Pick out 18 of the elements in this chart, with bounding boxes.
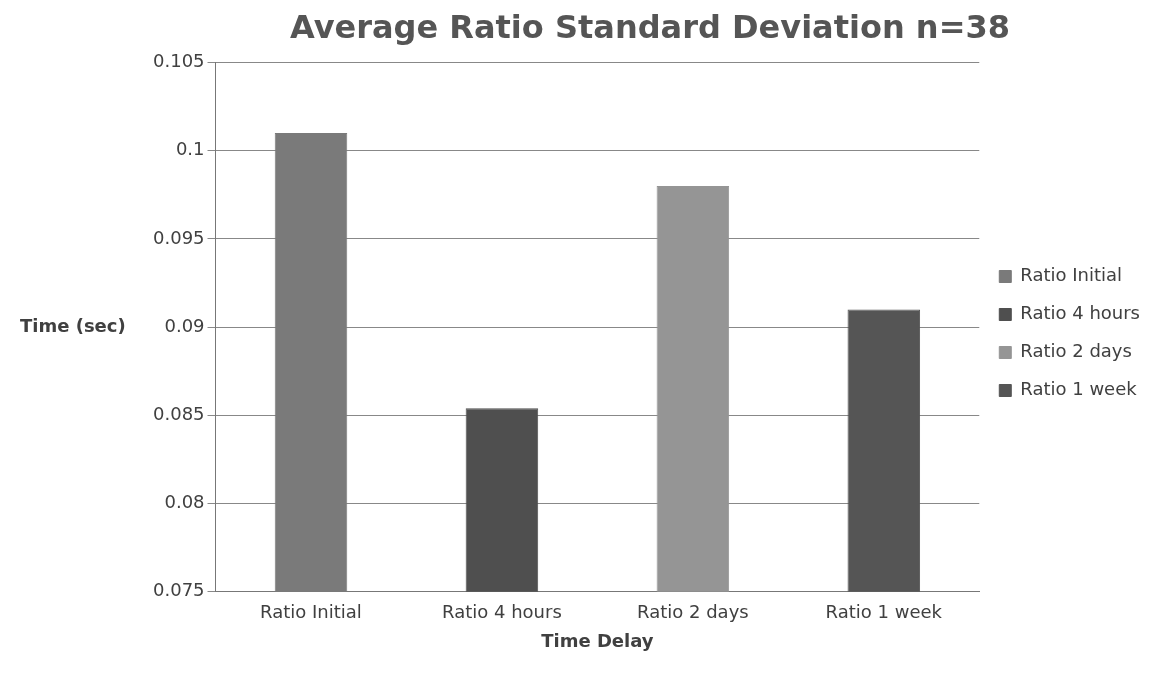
y-tick-label: 0.09 <box>164 314 205 336</box>
y-tick-label: 0.105 <box>153 50 205 72</box>
y-tick-label: 0.08 <box>164 491 205 513</box>
y-tick-label: 0.095 <box>153 226 205 248</box>
y-tick-label: 0.1 <box>175 138 205 160</box>
legend-label: Ratio Initial <box>1020 264 1123 286</box>
legend-label: Ratio 2 days <box>1020 340 1132 362</box>
x-tick-label: Ratio 4 hours <box>442 601 562 623</box>
x-axis-title: Time Delay <box>541 629 654 651</box>
legend-label: Ratio 1 week <box>1020 378 1138 400</box>
x-tick-label: Ratio Initial <box>260 601 362 623</box>
y-tick-label: 0.085 <box>153 403 205 425</box>
x-tick-label: Ratio 1 week <box>825 601 943 623</box>
x-tick-label: Ratio 2 days <box>637 601 749 623</box>
y-axis-title: Time (sec) <box>20 315 126 337</box>
y-tick-label: 0.075 <box>153 579 205 601</box>
legend-label: Ratio 4 hours <box>1020 302 1140 324</box>
chart-title: Average Ratio Standard Deviation n=38 <box>290 7 1010 46</box>
